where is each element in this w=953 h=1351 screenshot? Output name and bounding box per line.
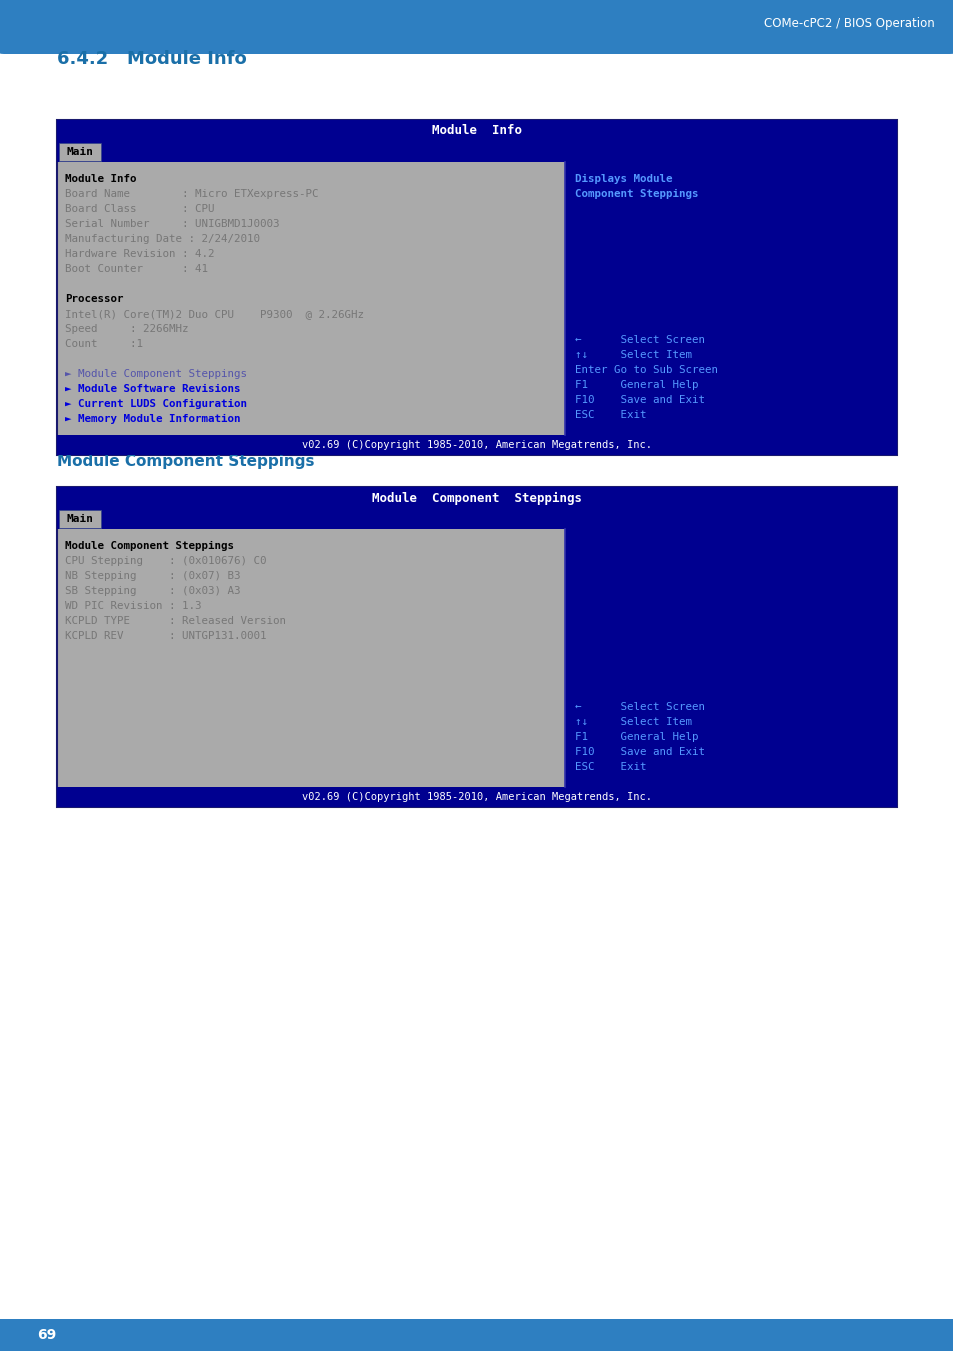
Text: Module  Info: Module Info	[432, 124, 521, 138]
Text: Manufacturing Date : 2/24/2010: Manufacturing Date : 2/24/2010	[65, 234, 260, 245]
Text: Count     :1: Count :1	[65, 339, 143, 349]
Bar	[57, 788, 896, 807]
Bar	[57, 509, 896, 530]
Text: ► Module Software Revisions: ► Module Software Revisions	[65, 384, 240, 394]
Text: Module  Component  Steppings: Module Component Steppings	[372, 492, 581, 504]
Text: SB Stepping     : (0x03) A3: SB Stepping : (0x03) A3	[65, 586, 240, 596]
Text: Main: Main	[67, 147, 93, 157]
Text: Speed     : 2266MHz: Speed : 2266MHz	[65, 324, 189, 334]
Text: ► Module Component Steppings: ► Module Component Steppings	[65, 369, 247, 380]
Text: 69: 69	[37, 1328, 56, 1342]
Text: Intel(R) Core(TM)2 Duo CPU    P9300  @ 2.26GHz: Intel(R) Core(TM)2 Duo CPU P9300 @ 2.26G…	[65, 309, 364, 319]
Text: CPU Stepping    : (0x010676) C0: CPU Stepping : (0x010676) C0	[65, 557, 266, 566]
Bar	[57, 120, 896, 455]
Text: KCPLD REV       : UNTGP131.0001: KCPLD REV : UNTGP131.0001	[65, 631, 266, 640]
Text: ↑↓     Select Item: ↑↓ Select Item	[575, 717, 691, 727]
Text: Displays Module: Displays Module	[575, 174, 672, 184]
Bar	[57, 435, 896, 455]
Bar	[57, 142, 896, 162]
Bar	[59, 143, 101, 161]
Text: Component Steppings: Component Steppings	[575, 189, 698, 199]
Text: ↑↓     Select Item: ↑↓ Select Item	[575, 350, 691, 359]
Text: KCPLD TYPE      : Released Version: KCPLD TYPE : Released Version	[65, 616, 286, 626]
Text: ESC    Exit: ESC Exit	[575, 409, 646, 420]
Bar	[57, 486, 896, 509]
Bar	[0, 0, 953, 15]
Text: COMe-cPC2 / BIOS Operation: COMe-cPC2 / BIOS Operation	[763, 16, 934, 30]
Text: NB Stepping     : (0x07) B3: NB Stepping : (0x07) B3	[65, 571, 240, 581]
Text: Board Name        : Micro ETXexpress-PC: Board Name : Micro ETXexpress-PC	[65, 189, 318, 199]
Text: Module Component Steppings: Module Component Steppings	[65, 540, 233, 551]
Bar	[564, 530, 896, 788]
Text: v02.69 (C)Copyright 1985-2010, American Megatrends, Inc.: v02.69 (C)Copyright 1985-2010, American …	[302, 792, 651, 802]
Text: Enter Go to Sub Screen: Enter Go to Sub Screen	[575, 365, 718, 376]
Bar	[0, 1319, 953, 1351]
Text: F10    Save and Exit: F10 Save and Exit	[575, 747, 704, 757]
Text: 6.4.2   Module Info: 6.4.2 Module Info	[57, 50, 247, 68]
Bar	[564, 162, 896, 435]
Text: F1     General Help: F1 General Help	[575, 732, 698, 742]
Text: F10    Save and Exit: F10 Save and Exit	[575, 394, 704, 405]
Text: Module Component Steppings: Module Component Steppings	[57, 454, 314, 469]
Text: Processor: Processor	[65, 295, 123, 304]
FancyBboxPatch shape	[0, 0, 953, 54]
Text: ←      Select Screen: ← Select Screen	[575, 335, 704, 345]
Bar	[59, 509, 101, 528]
Text: Board Class       : CPU: Board Class : CPU	[65, 204, 214, 213]
Text: ESC    Exit: ESC Exit	[575, 762, 646, 771]
Text: Hardware Revision : 4.2: Hardware Revision : 4.2	[65, 249, 214, 259]
Bar	[57, 120, 896, 142]
Text: ←      Select Screen: ← Select Screen	[575, 703, 704, 712]
Bar	[57, 486, 896, 807]
Text: WD PIC Revision : 1.3: WD PIC Revision : 1.3	[65, 601, 201, 611]
Text: Module Info: Module Info	[65, 174, 136, 184]
Text: ► Current LUDS Configuration: ► Current LUDS Configuration	[65, 399, 247, 409]
Text: Boot Counter      : 41: Boot Counter : 41	[65, 263, 208, 274]
Text: F1     General Help: F1 General Help	[575, 380, 698, 390]
Text: v02.69 (C)Copyright 1985-2010, American Megatrends, Inc.: v02.69 (C)Copyright 1985-2010, American …	[302, 440, 651, 450]
Text: ► Memory Module Information: ► Memory Module Information	[65, 413, 240, 424]
Text: Main: Main	[67, 513, 93, 524]
Text: Serial Number     : UNIGBMD1J0003: Serial Number : UNIGBMD1J0003	[65, 219, 279, 230]
